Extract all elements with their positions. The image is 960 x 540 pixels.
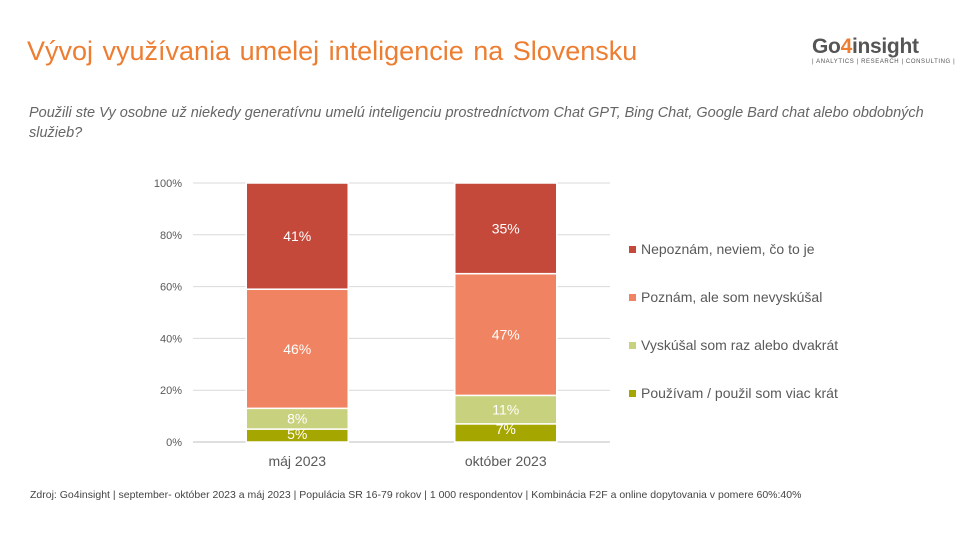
data-label: 8% [287,411,307,427]
y-tick-label: 0% [166,437,182,449]
logo-wordmark: Go4insight [812,35,919,58]
data-label: 35% [492,220,520,236]
legend-swatch [629,246,636,253]
legend-label: Poznám, ale som nevyskúšal [641,289,822,305]
y-tick-label: 100% [154,178,182,190]
x-tick-label: október 2023 [465,453,547,469]
data-label: 41% [283,228,311,244]
data-label: 46% [283,341,311,357]
data-label: 47% [492,327,520,343]
legend-swatch [629,342,636,349]
bar-segment [245,288,349,410]
legend-swatch [629,390,636,397]
bar-segment [454,394,558,425]
x-tick-label: máj 2023 [268,453,326,469]
data-label: 5% [287,426,307,442]
legend-label: Nepoznám, neviem, čo to je [641,241,815,257]
source-note: Zdroj: Go4insight | september- október 2… [30,489,802,501]
bar-segment [454,182,558,275]
legend-label: Používam / použil som viac krát [641,385,838,401]
survey-question: Použili ste Vy osobne už niekedy generat… [29,105,924,141]
legend-swatch [629,294,636,301]
bar-segment [245,182,349,290]
logo-tagline: | ANALYTICS | RESEARCH | CONSULTING | [812,59,956,65]
data-label: 7% [496,421,516,437]
y-tick-label: 20% [160,385,182,397]
y-tick-label: 80% [160,230,182,242]
legend-label: Vyskúšal som raz alebo dvakrát [641,337,838,353]
y-tick-label: 40% [160,333,182,345]
company-logo: Go4insight | ANALYTICS | RESEARCH | CONS… [812,35,956,66]
y-tick-label: 60% [160,282,182,294]
chart-title: Vývoj využívania umelej inteligencie na … [27,36,638,66]
stacked-bar-chart: 0% 20% 40% 60% 80% 100% 5%8% 46% 41% máj 2023 7% 11… [154,178,838,469]
data-label: 11% [492,402,519,418]
bar-segment [454,272,558,397]
